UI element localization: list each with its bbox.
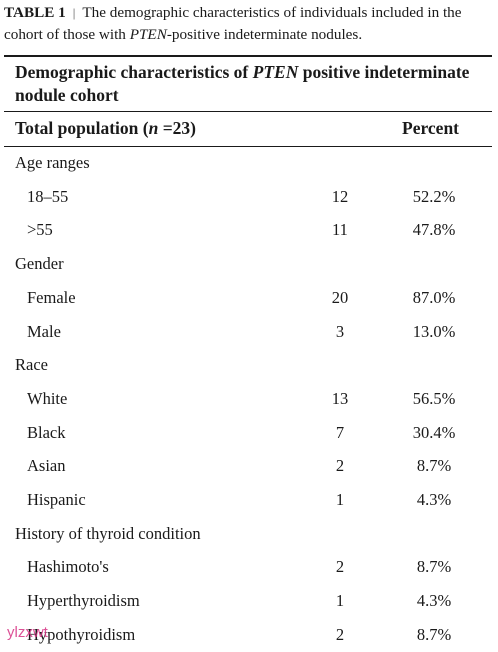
column-header-population-before: Total population ( — [15, 118, 149, 138]
table-row: White 13 56.5% — [0, 387, 498, 411]
table-row: Black 7 30.4% — [0, 421, 498, 445]
caption-text-before: The demographic characteristics of indiv… — [4, 4, 462, 43]
row-label: White — [27, 389, 68, 408]
row-label: Hyperthyroidism — [27, 591, 140, 610]
row-label: 18–55 — [27, 187, 69, 206]
heading-gene: PTEN — [252, 62, 299, 82]
row-label: >55 — [27, 220, 53, 239]
row-count: 11 — [332, 220, 348, 239]
heading-text-before: Demographic characteristics of — [15, 62, 253, 82]
table-group-row: Gender — [0, 252, 498, 276]
heading-rule — [4, 111, 492, 112]
table-group-row: Age ranges — [0, 151, 498, 175]
row-count: 3 — [335, 322, 345, 341]
row-count: 12 — [331, 187, 349, 206]
table-caption: TABLE 1 | The demographic characteristics … — [4, 2, 496, 46]
row-label: Male — [27, 322, 61, 341]
caption-gene: PTEN — [129, 26, 167, 43]
row-label: Gender — [15, 254, 64, 273]
table-top-rule — [4, 55, 492, 57]
row-count: 1 — [335, 591, 345, 610]
row-count: 13 — [331, 389, 349, 408]
table-group-row: Race — [0, 353, 498, 377]
table-heading: Demographic characteristics of PTEN posi… — [15, 61, 485, 107]
row-count: 1 — [335, 490, 345, 509]
row-percent: 56.5% — [412, 389, 456, 408]
row-percent: 13.0% — [412, 322, 456, 341]
heading-text-after: positive indeterminate nodule cohort — [15, 62, 470, 105]
table-row: Hypothyroidism 2 8.7% — [0, 623, 498, 647]
row-label: Hypothyroidism — [27, 625, 136, 644]
table-row: Asian 2 8.7% — [0, 454, 498, 478]
table-row: Female 20 87.0% — [0, 286, 498, 310]
row-label: History of thyroid condition — [15, 524, 201, 543]
table-row: 18–55 12 52.2% — [0, 185, 498, 209]
row-label: Hashimoto's — [27, 557, 109, 576]
table-group-row: History of thyroid condition — [0, 522, 498, 546]
column-header-population-var: n — [148, 118, 159, 138]
row-percent: 52.2% — [412, 187, 456, 206]
row-percent: 30.4% — [412, 423, 456, 442]
row-count: 2 — [335, 625, 345, 644]
row-percent: 8.7% — [416, 557, 452, 576]
column-header-population: Total population (n =23) — [15, 117, 196, 140]
column-header-percent: Percent — [402, 118, 460, 138]
row-percent: 47.8% — [412, 220, 456, 239]
row-label: Asian — [27, 456, 66, 475]
row-count: 20 — [331, 288, 349, 307]
row-count: 2 — [335, 557, 345, 576]
row-percent: 4.3% — [416, 490, 452, 509]
column-header-population-after: =23) — [158, 118, 196, 138]
caption-label: TABLE 1 — [4, 4, 66, 21]
row-percent: 87.0% — [412, 288, 456, 307]
caption-separator: | — [72, 5, 76, 20]
table-row: Hispanic 1 4.3% — [0, 488, 498, 512]
row-label: Hispanic — [27, 490, 86, 509]
table-row: >55 11 47.8% — [0, 218, 498, 242]
table-row: Male 3 13.0% — [0, 320, 498, 344]
row-count: 7 — [335, 423, 345, 442]
watermark: ylzxwt — [7, 624, 48, 641]
column-header-rule — [4, 146, 492, 147]
row-label: Age ranges — [15, 153, 90, 172]
row-count: 2 — [335, 456, 345, 475]
row-percent: 8.7% — [416, 456, 452, 475]
row-label: Female — [27, 288, 76, 307]
row-label: Race — [15, 355, 48, 374]
table-row: Hashimoto's 2 8.7% — [0, 555, 498, 579]
table-row: Hyperthyroidism 1 4.3% — [0, 589, 498, 613]
row-percent: 4.3% — [416, 591, 452, 610]
row-label: Black — [27, 423, 66, 442]
caption-text-after: -positive indeterminate nodules. — [166, 26, 363, 43]
row-percent: 8.7% — [416, 625, 452, 644]
